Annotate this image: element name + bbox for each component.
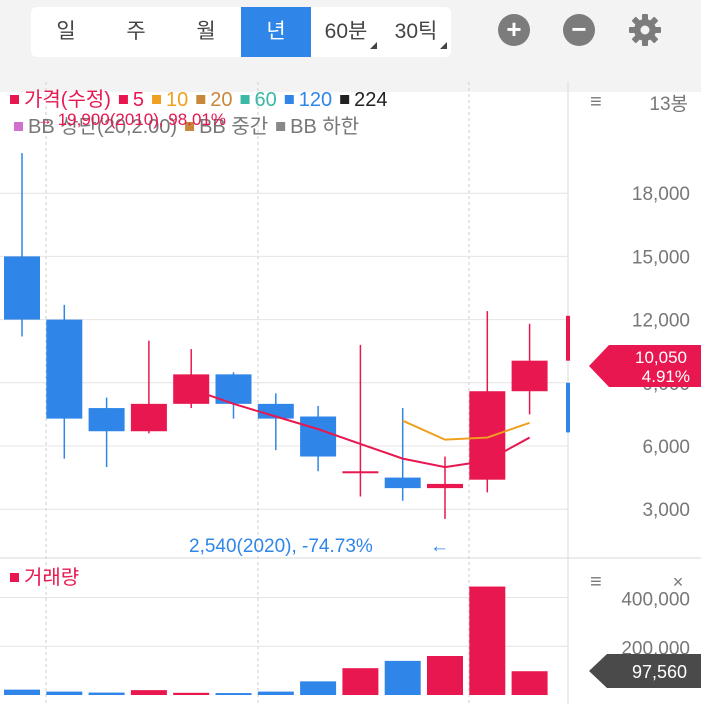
current-price-label: 10,050 4.91%: [589, 345, 701, 387]
legend-swatch: [185, 122, 195, 131]
price-tick-label: 12,000: [632, 311, 690, 332]
top-toolbar: 일 주 월 년 60분 30틱 + −: [0, 0, 701, 82]
volume-bar: [469, 586, 506, 695]
volume-bar: [384, 660, 421, 695]
volume-bar: [427, 656, 463, 695]
price-tick-label: 3,000: [642, 500, 690, 521]
tab-0[interactable]: 일: [31, 7, 101, 57]
chart-grid: [0, 82, 701, 704]
legend-swatch: [276, 122, 286, 131]
tab-label: 월: [196, 20, 216, 43]
legend-swatch: [14, 122, 23, 131]
tab-5[interactable]: 30틱: [381, 7, 451, 57]
tab-label: 년: [266, 20, 286, 43]
dropdown-corner-icon: [370, 42, 377, 49]
price-axis: 18,00015,00012,0009,0006,0003,000400,000…: [566, 184, 690, 659]
max-price-annotation: → 19,900(2010), 98.01%: [36, 110, 226, 129]
legend-label: 120: [299, 89, 332, 111]
min-price-arrow: ←: [430, 536, 449, 557]
plus-circle-icon: +: [506, 14, 522, 44]
volume-bar: [215, 693, 252, 695]
candle-body: [130, 403, 167, 432]
volume-bar: [511, 671, 548, 695]
tab-label: 60분: [324, 20, 368, 43]
legend-swatch: [152, 95, 162, 104]
legend-label: 가격(수정): [24, 88, 111, 111]
close-volume-panel-icon[interactable]: ×: [673, 572, 684, 592]
current-price-change: 4.91%: [642, 367, 690, 386]
legend-swatch: [118, 95, 128, 104]
ma5-line: [190, 388, 531, 469]
range-bar-up: [566, 315, 570, 361]
settings-button[interactable]: [627, 12, 663, 48]
dropdown-corner-icon: [440, 42, 447, 49]
legend-swatch: [196, 95, 206, 104]
legend-swatch: [284, 95, 294, 104]
legend-label: 5: [133, 89, 144, 111]
legend-label: 224: [354, 89, 387, 111]
legend-swatch: [240, 95, 250, 104]
legend-label: 거래량: [24, 566, 79, 589]
legend-label: BB 상단(20,2.00): [28, 115, 177, 138]
candle-body: [257, 403, 294, 419]
candle-body: [427, 483, 463, 489]
volume-bar: [88, 692, 125, 695]
legend-swatch: [10, 95, 19, 104]
period-tabs: 일 주 월 년 60분 30틱: [31, 7, 451, 57]
tab-3[interactable]: 년: [241, 7, 311, 57]
bar-count-label: 13봉: [649, 94, 688, 115]
min-price-annotation: 2,540(2020), -74.73%: [189, 536, 373, 557]
tab-2[interactable]: 월: [171, 7, 241, 57]
price-tick-label: 18,000: [632, 184, 690, 205]
price-tick-label: 15,000: [632, 247, 690, 268]
panel-menu-icon[interactable]: ≡: [590, 91, 602, 113]
volume-bar: [300, 681, 337, 695]
legend-label: 20: [210, 89, 232, 111]
candle-body: [469, 391, 506, 480]
minus-circle-icon: −: [571, 14, 587, 44]
tab-label: 30틱: [394, 20, 438, 43]
volume-tick-label: 400,000: [621, 590, 690, 611]
candle-body: [511, 360, 548, 392]
panel-top-band: [0, 82, 701, 92]
volume-bars: [4, 586, 548, 695]
legend-label: 10: [166, 89, 188, 111]
candle-body: [4, 256, 40, 320]
volume-bar: [130, 690, 167, 695]
legend-swatch: [340, 95, 350, 104]
candle-body: [88, 408, 125, 432]
current-volume-value: 97,560: [632, 662, 687, 682]
legend-label: 60: [255, 89, 277, 111]
candle-body: [384, 477, 421, 489]
current-volume-label: 97,560: [589, 654, 701, 688]
zoom-in-button[interactable]: +: [498, 14, 530, 46]
tab-1[interactable]: 주: [101, 7, 171, 57]
volume-bar: [173, 692, 210, 695]
legend-label: BB 중간: [199, 115, 268, 138]
range-bar-down: [566, 382, 570, 433]
legend-label: BB 하한: [290, 115, 359, 138]
candle-body: [300, 416, 337, 457]
stock-chart[interactable]: 18,00015,00012,0009,0006,0003,000400,000…: [0, 82, 701, 704]
tab-4[interactable]: 60분: [311, 7, 381, 57]
volume-bar: [342, 668, 379, 695]
ma10-line: [402, 419, 530, 441]
legend-swatch: [10, 573, 19, 582]
tab-label: 일: [56, 20, 76, 43]
candle-body: [342, 471, 379, 474]
moving-average-lines: [190, 388, 531, 469]
chart-legends: 가격(수정) 5 10 20 60 120 224 BB 상단(20,2.00) BB 중간 BB…: [10, 88, 388, 589]
zoom-out-button[interactable]: −: [563, 14, 595, 46]
tab-label: 주: [126, 20, 146, 43]
volume-bar: [46, 691, 83, 695]
candlesticks: [4, 153, 548, 519]
volume-panel-menu-icon[interactable]: ≡: [590, 571, 602, 593]
current-price-value: 10,050: [635, 348, 687, 367]
volume-bar: [257, 691, 294, 695]
volume-bar: [4, 689, 40, 695]
gear-icon: [629, 14, 661, 46]
candle-body: [46, 319, 83, 419]
price-tick-label: 6,000: [642, 437, 690, 458]
